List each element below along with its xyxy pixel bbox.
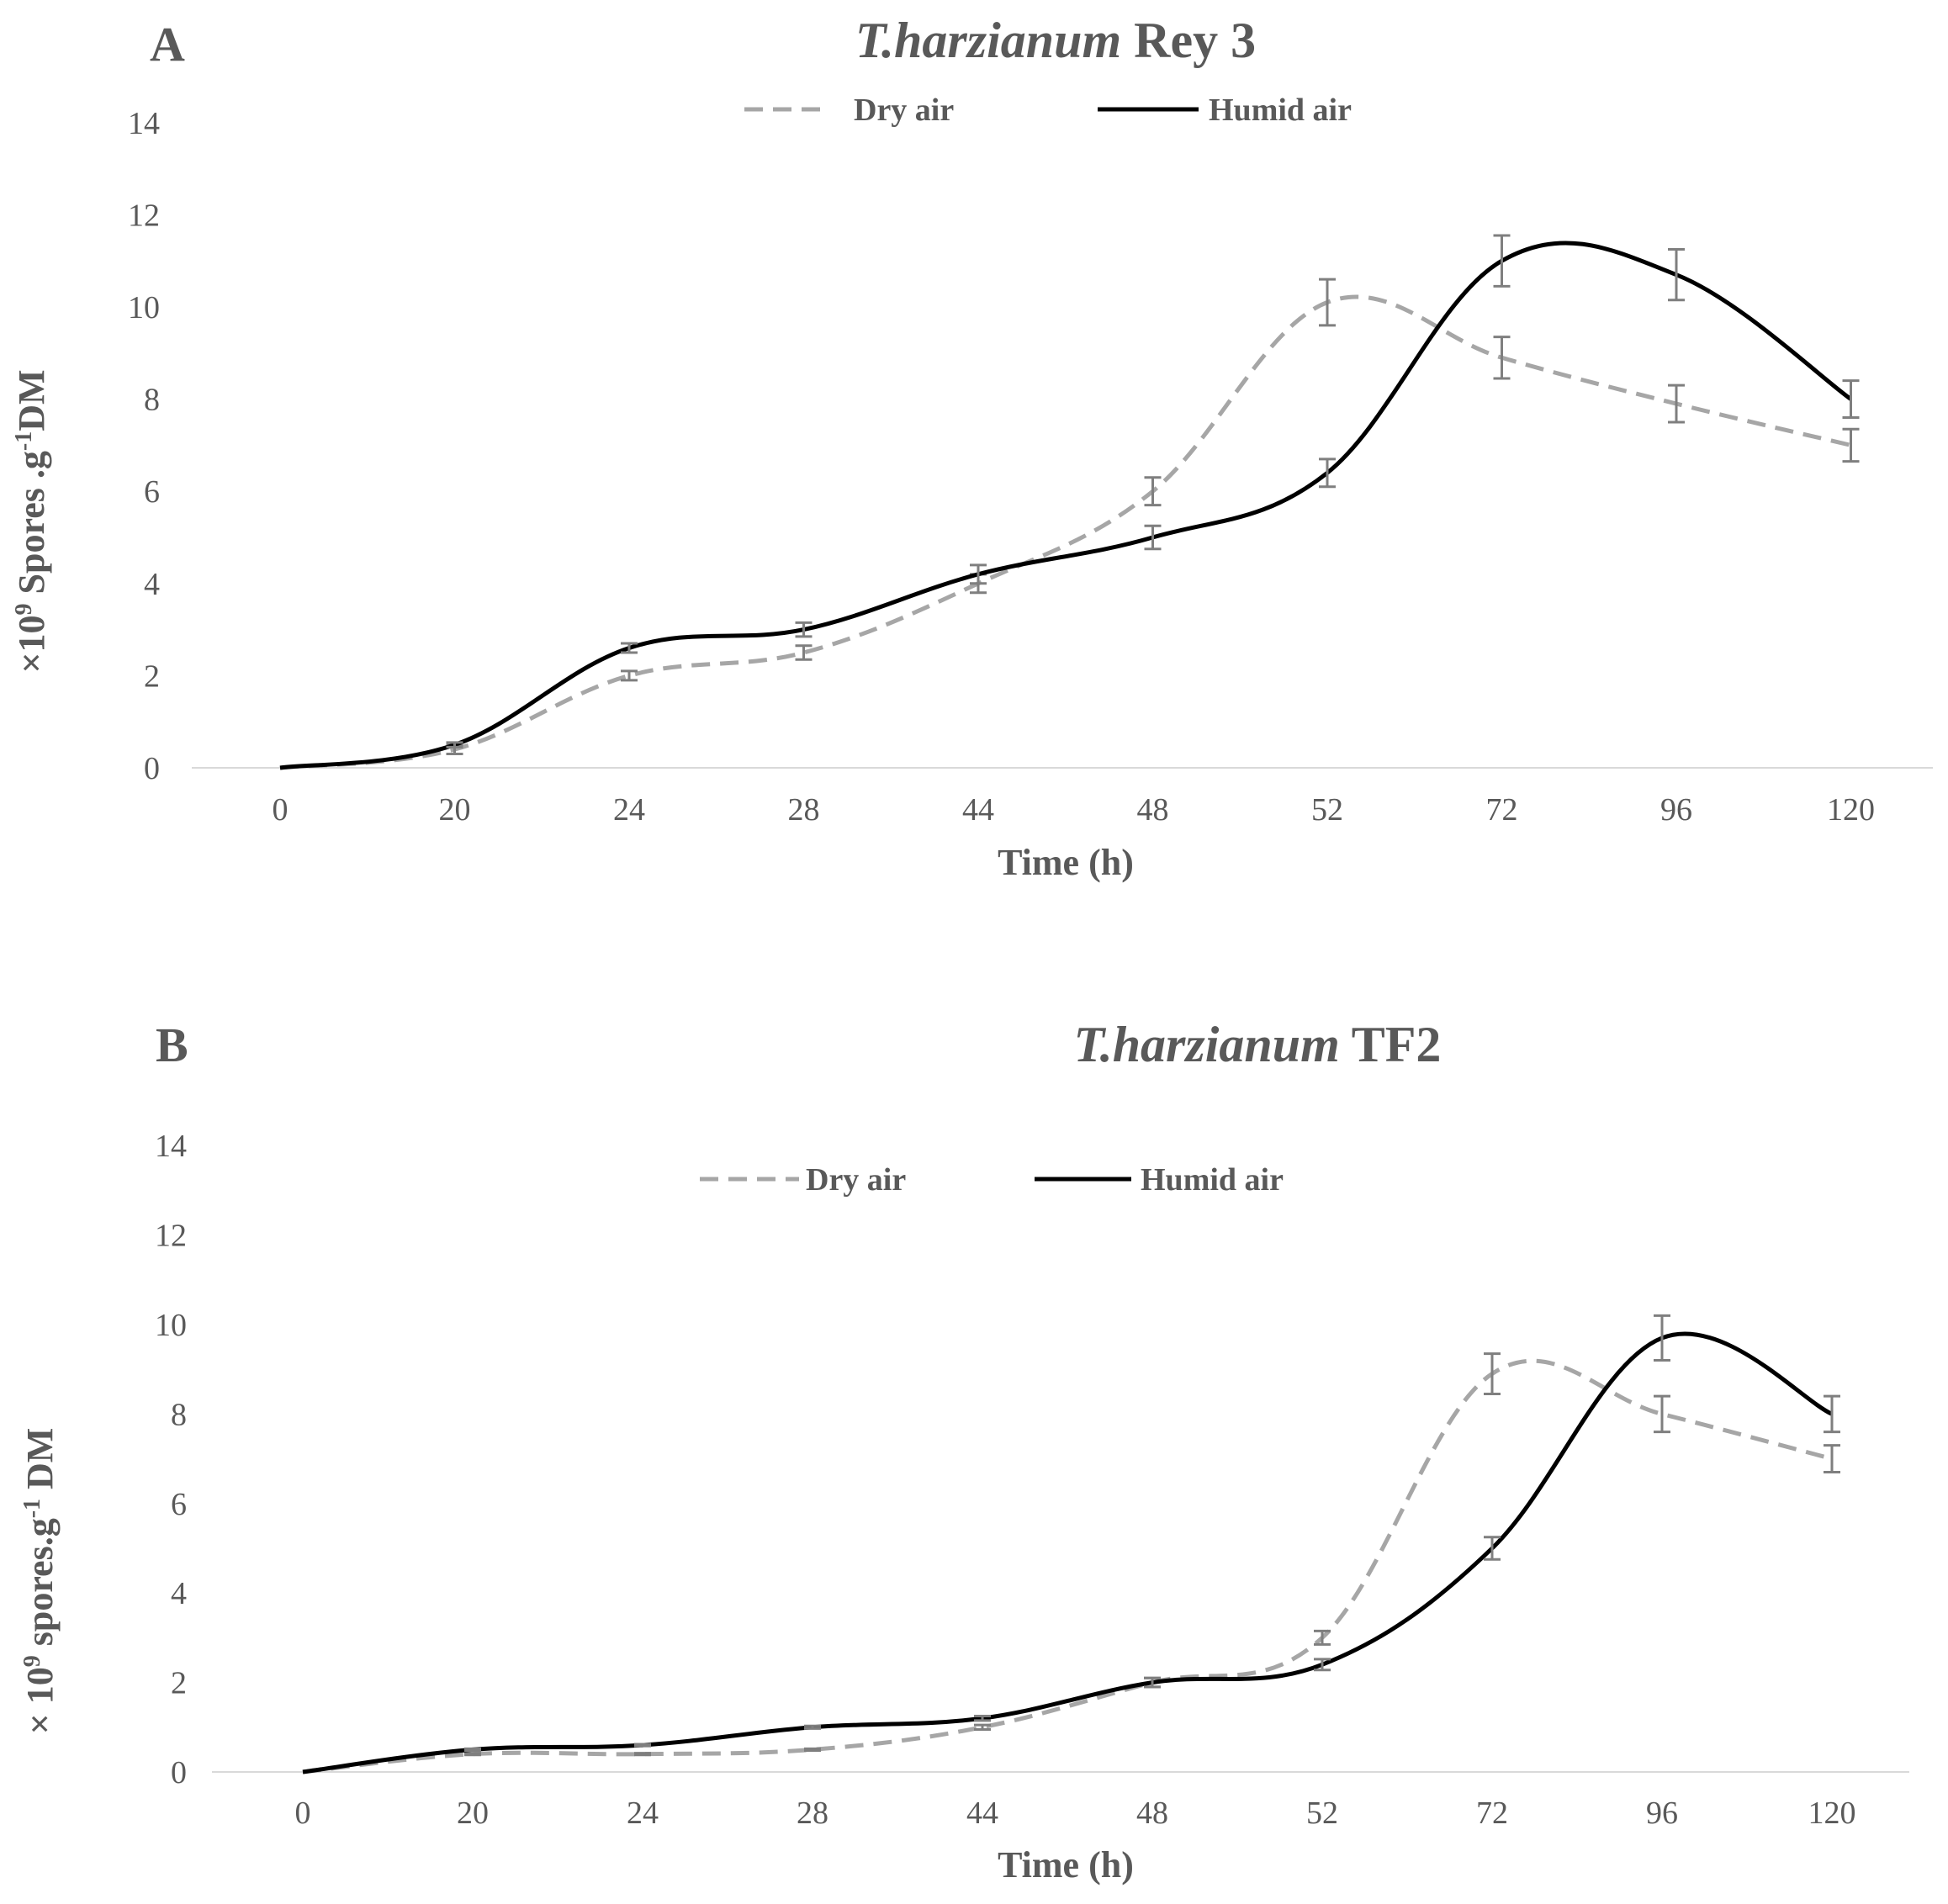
error-bar-humid-air [634,1743,651,1748]
x-tick-label: 52 [1311,792,1343,828]
legend: Dry air Humid air [744,93,1352,128]
error-bar-dry-air [1842,427,1860,463]
y-tick-label: 8 [144,383,160,418]
y-tick-label: 0 [171,1755,187,1790]
y-tick-label: 6 [171,1487,187,1522]
y-tick-label: 14 [155,1129,187,1164]
x-tick-label: 28 [788,792,820,828]
error-bar-humid-air [1668,248,1685,302]
error-bar-dry-air [1668,383,1685,424]
y-tick-label: 2 [144,658,160,694]
legend-label-dry-air: Dry air [806,1162,906,1198]
series-line-dry-air [302,1358,1833,1774]
y-tick-label: 8 [171,1397,187,1432]
error-bar-dry-air [1319,278,1336,327]
chart-a-title: T.harzianum Rey 3 [855,13,1256,68]
y-tick-label: 12 [128,198,160,233]
error-bar-dry-air [1144,476,1162,507]
series-line-humid-air [279,241,1852,770]
x-tick-label: 24 [613,792,645,828]
error-bar-humid-air [1493,234,1511,288]
error-bar-humid-air [970,563,987,585]
y-tick-label: 10 [128,290,160,325]
error-bar-humid-air [1654,1314,1670,1362]
x-tick-label: 0 [273,792,288,828]
y-tick-label: 0 [144,751,160,786]
x-tick-label: 120 [1808,1796,1856,1831]
error-bar-dry-air [1824,1444,1840,1474]
x-tick-label: 28 [797,1796,828,1831]
series-line-humid-air [302,1331,1834,1774]
error-bar-humid-air [1314,1658,1331,1672]
chart-b-svg: B T.harzianum TF2 × 109 spores.g-1 DM Ti… [19,1017,1909,1885]
legend-label-humid-air: Humid air [1141,1162,1284,1198]
chart-panel-b: B T.harzianum TF2 × 109 spores.g-1 DM Ti… [0,942,1948,1904]
x-tick-label: 24 [627,1796,659,1831]
chart-panel-a: A T.harzianum Rey 3 ×109 Spores .g-1DM T… [0,0,1948,942]
error-bar-humid-air [1144,1676,1161,1689]
error-bar-humid-air [446,741,463,748]
panel-label-b: B [156,1018,188,1072]
error-bar-humid-air [1484,1536,1501,1561]
x-tick-label: 120 [1827,792,1875,828]
x-tick-label: 72 [1476,1796,1508,1831]
y-tick-label: 14 [128,106,160,141]
chart-a-xlabel: Time (h) [998,842,1134,883]
chart-a-ylabel: ×109 Spores .g-1DM [11,369,53,673]
error-bar-humid-air [795,621,813,638]
error-bar-humid-air [974,1715,991,1722]
error-bar-humid-air [621,642,638,654]
legend: Dry air Humid air [700,1162,1284,1198]
x-tick-label: 48 [1136,1796,1168,1831]
error-bar-humid-air [1319,457,1336,489]
error-bar-humid-air [464,1747,481,1752]
error-bar-humid-air [1144,524,1162,551]
error-bar-dry-air [1654,1394,1670,1434]
y-tick-label: 2 [171,1666,187,1701]
series-line-dry-air [279,294,1852,770]
y-tick-label: 4 [171,1576,187,1611]
x-tick-label: 0 [295,1796,311,1831]
chart-b-xlabel: Time (h) [998,1844,1134,1885]
error-bar-humid-air [804,1724,821,1730]
error-bar-humid-air [1842,379,1860,420]
error-bar-dry-air [804,1747,821,1752]
error-bar-humid-air [1824,1394,1840,1434]
x-tick-label: 20 [457,1796,489,1831]
error-bar-dry-air [464,1752,481,1757]
error-bar-dry-air [634,1752,651,1757]
chart-a-svg: A T.harzianum Rey 3 ×109 Spores .g-1DM T… [11,13,1933,883]
x-tick-label: 44 [962,792,994,828]
x-tick-label: 44 [966,1796,998,1831]
x-tick-label: 52 [1306,1796,1338,1831]
legend-label-humid-air: Humid air [1209,93,1352,128]
error-bar-dry-air [1484,1352,1501,1395]
y-tick-label: 4 [144,567,160,602]
chart-b-title: T.harzianum TF2 [1074,1017,1442,1072]
error-bar-dry-air [974,1723,991,1731]
x-tick-label: 20 [439,792,471,828]
error-bar-dry-air [621,669,638,682]
panel-label-a: A [150,17,185,71]
error-bar-dry-air [795,644,813,661]
x-tick-label: 48 [1137,792,1169,828]
error-bar-dry-air [1314,1629,1331,1646]
x-tick-label: 72 [1486,792,1518,828]
x-tick-label: 96 [1660,792,1692,828]
error-bar-dry-air [1493,336,1511,380]
chart-b-ylabel: × 109 spores.g-1 DM [19,1428,61,1735]
x-tick-label: 96 [1646,1796,1678,1831]
y-tick-label: 12 [155,1219,187,1254]
legend-label-dry-air: Dry air [854,93,954,128]
y-tick-label: 10 [155,1308,187,1343]
y-tick-label: 6 [144,474,160,510]
